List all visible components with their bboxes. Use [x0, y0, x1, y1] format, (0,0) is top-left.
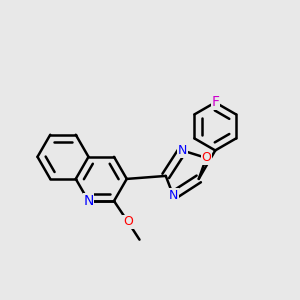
Text: O: O	[123, 215, 133, 229]
Text: F: F	[211, 95, 219, 110]
Text: O: O	[201, 152, 211, 164]
Text: N: N	[178, 144, 187, 157]
Text: N: N	[83, 194, 94, 208]
Text: N: N	[169, 189, 178, 202]
